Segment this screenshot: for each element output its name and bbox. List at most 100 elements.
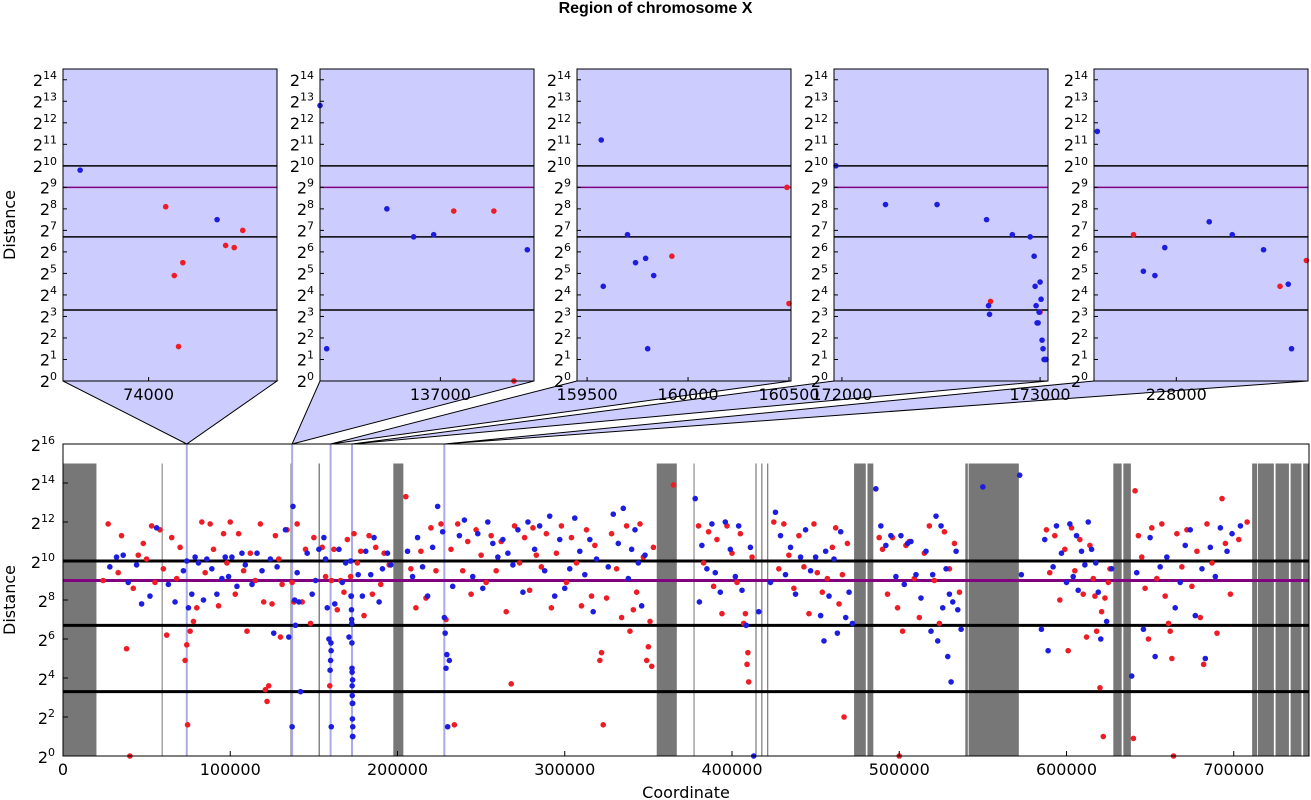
blue-point <box>312 577 319 584</box>
blue-point <box>888 532 894 539</box>
y-tick-label: 25 <box>554 262 571 283</box>
red-point <box>899 628 906 634</box>
red-point <box>714 536 720 543</box>
x-tick-label: 200000 <box>367 760 428 779</box>
red-point <box>573 560 580 566</box>
red-point <box>1102 595 1108 601</box>
y-tick-label: 23 <box>811 305 828 326</box>
y-tick-label: 214 <box>33 69 57 90</box>
blue-point <box>1063 579 1070 586</box>
blue-point <box>321 534 327 541</box>
red-point <box>832 525 839 531</box>
y-tick-label: 26 <box>38 629 55 650</box>
blue-point <box>1043 356 1049 363</box>
blue-point <box>376 599 382 605</box>
blue-point <box>642 255 649 262</box>
zoom-y-axis-label: Distance <box>0 190 19 260</box>
y-tick-label: 27 <box>554 219 571 240</box>
gap-region <box>968 463 1019 756</box>
y-tick-label: 212 <box>547 112 571 133</box>
red-point <box>140 540 147 547</box>
blue-point <box>787 544 794 551</box>
y-tick-label: 28 <box>554 198 571 219</box>
blue-point <box>349 683 355 689</box>
blue-point <box>933 513 939 519</box>
blue-point <box>242 562 249 568</box>
y-axis-label: Distance <box>0 565 19 635</box>
red-point <box>183 642 190 648</box>
blue-point <box>1128 673 1135 679</box>
red-point <box>613 566 620 572</box>
blue-point <box>209 566 215 572</box>
gap-region <box>290 463 292 756</box>
y-tick-label: 26 <box>811 241 828 262</box>
blue-point <box>1018 571 1025 578</box>
blue-point <box>500 536 506 543</box>
blue-point <box>442 630 448 636</box>
main-points <box>100 472 1250 759</box>
blue-point <box>510 562 516 568</box>
x-tick-label: 300000 <box>534 760 595 779</box>
main-plot-background <box>63 444 1309 756</box>
gap-region <box>867 463 874 756</box>
blue-point <box>350 733 356 740</box>
blue-point <box>133 562 140 568</box>
blue-point <box>893 573 899 580</box>
blue-point <box>1108 566 1115 572</box>
y-tick-label: 211 <box>33 133 57 154</box>
red-point <box>508 681 515 687</box>
y-tick-label: 21 <box>40 348 57 369</box>
red-point <box>700 560 707 566</box>
blue-point <box>449 583 456 590</box>
y-tick-label: 27 <box>811 219 828 240</box>
red-point <box>269 601 275 607</box>
blue-point <box>727 546 734 553</box>
y-tick-label: 210 <box>547 155 571 176</box>
blue-point <box>384 550 391 556</box>
blue-point <box>291 597 298 603</box>
blue-point <box>125 579 132 586</box>
x-tick-label: 100000 <box>200 760 261 779</box>
red-point <box>275 556 282 562</box>
blue-point <box>593 556 600 562</box>
y-tick-label: 26 <box>297 241 314 262</box>
blue-point <box>772 509 779 516</box>
y-tick-label: 214 <box>804 69 828 90</box>
red-point <box>177 544 183 551</box>
red-point <box>403 493 409 500</box>
blue-point <box>1078 548 1085 555</box>
blue-point <box>587 536 593 543</box>
blue-point <box>1157 564 1163 570</box>
red-point <box>600 722 607 728</box>
blue-point <box>469 573 476 580</box>
red-point <box>744 661 750 668</box>
red-point <box>650 544 657 551</box>
blue-point <box>444 723 451 730</box>
red-point <box>1098 608 1105 615</box>
red-point <box>623 523 630 529</box>
blue-point <box>1229 530 1235 537</box>
blue-point <box>923 548 929 555</box>
blue-point <box>1094 128 1101 135</box>
blue-point <box>120 552 127 558</box>
blue-point <box>600 283 607 290</box>
blue-point <box>807 567 814 574</box>
red-point <box>742 610 749 617</box>
red-point <box>377 581 384 588</box>
red-point <box>357 548 364 555</box>
zoom-connectors <box>62 380 1309 445</box>
blue-point <box>234 583 240 590</box>
red-point <box>451 722 458 728</box>
red-point <box>1145 636 1152 642</box>
gap-region <box>1290 463 1302 756</box>
blue-point <box>1224 548 1230 555</box>
blue-point <box>644 345 651 352</box>
blue-point <box>605 564 612 570</box>
blue-point <box>732 573 739 580</box>
blue-point <box>561 585 568 592</box>
blue-point <box>414 534 421 541</box>
y-tick-label: 24 <box>554 284 571 305</box>
x-tick-label: 500000 <box>869 760 930 779</box>
gap-region <box>965 463 968 756</box>
